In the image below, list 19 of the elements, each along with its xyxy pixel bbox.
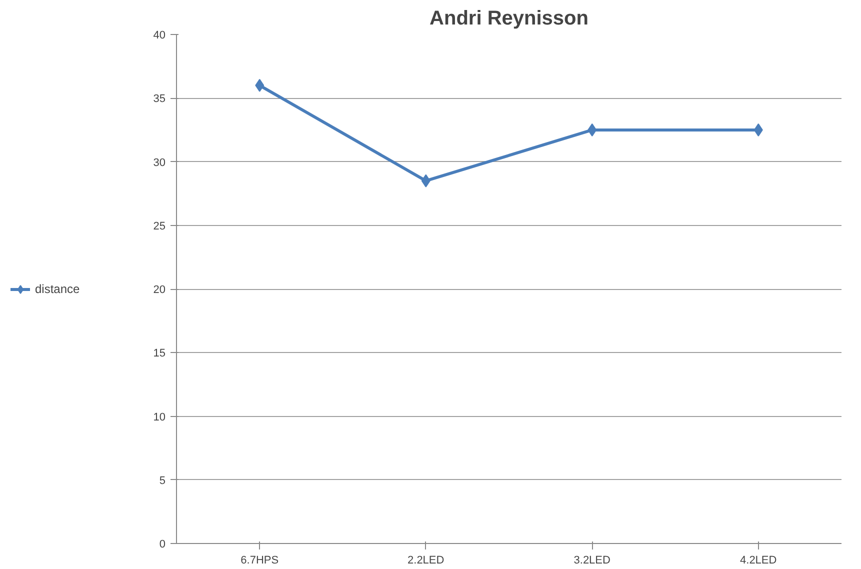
x-tick-label: 4.2LED — [740, 554, 777, 566]
y-tick-label: 10 — [153, 411, 166, 424]
x-tick-label: 3.2LED — [574, 554, 611, 566]
y-tick-label: 25 — [153, 220, 166, 232]
y-tick-label: 20 — [153, 284, 166, 296]
y-tick-label: 5 — [159, 474, 166, 487]
point — [421, 174, 430, 188]
point — [255, 78, 264, 92]
x-tick-label: 2.2LED — [408, 554, 444, 566]
y-tick-label: 35 — [153, 93, 166, 106]
y-tick-label: 0 — [159, 538, 166, 550]
point — [588, 123, 597, 136]
y-tick-label: 15 — [153, 348, 166, 360]
y-tick-label: 30 — [153, 156, 166, 169]
y-tick-label: 40 — [153, 30, 166, 42]
chart-title: Andri Reynisson — [430, 8, 588, 30]
point — [754, 123, 763, 136]
x-tick-label: 6.7HPS — [240, 554, 279, 566]
legend-label: distance — [35, 282, 80, 296]
